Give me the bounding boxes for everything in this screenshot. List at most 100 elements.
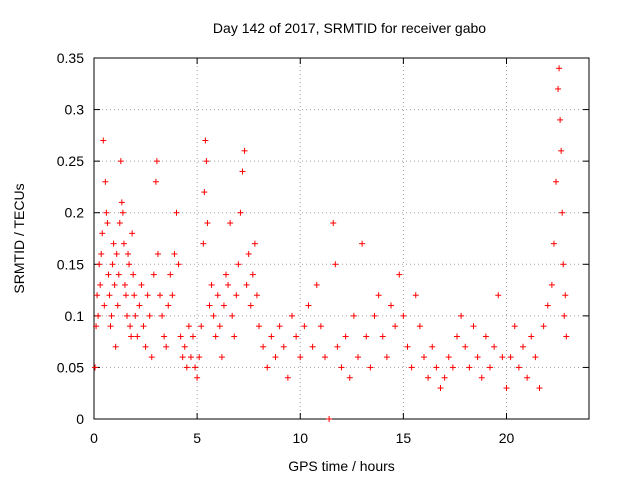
- x-tick-label: 0: [90, 430, 98, 446]
- y-axis-label: SRMTID / TECUs: [11, 183, 27, 293]
- data-point: [520, 343, 526, 350]
- data-point: [101, 302, 108, 309]
- data-point: [92, 364, 99, 371]
- data-point: [102, 178, 109, 185]
- data-point: [563, 333, 570, 340]
- data-point: [152, 178, 159, 185]
- y-tick-label: 0.25: [57, 153, 84, 169]
- data-point: [342, 333, 349, 340]
- data-point: [107, 323, 114, 330]
- data-point: [104, 220, 111, 227]
- data-point: [491, 343, 498, 350]
- data-point: [208, 281, 215, 288]
- data-point: [204, 220, 211, 227]
- data-point: [227, 220, 234, 227]
- data-point: [148, 354, 155, 361]
- data-point: [190, 333, 196, 340]
- data-point: [392, 323, 399, 330]
- data-point: [297, 354, 304, 361]
- data-point: [544, 302, 551, 309]
- x-tick-label: 15: [396, 430, 412, 446]
- data-point: [243, 281, 250, 288]
- data-point: [117, 158, 124, 165]
- data-point: [280, 343, 287, 350]
- data-point: [355, 354, 361, 361]
- data-point: [317, 323, 324, 330]
- data-point: [127, 323, 134, 330]
- y-tick-label: 0.05: [57, 359, 84, 375]
- data-point: [305, 302, 312, 309]
- data-point: [330, 220, 337, 227]
- data-point: [540, 323, 547, 330]
- chart-title: Day 142 of 2017, SRMTID for receiver gab…: [213, 20, 486, 36]
- data-point: [177, 333, 184, 340]
- data-point: [181, 343, 188, 350]
- data-point: [220, 302, 227, 309]
- data-point: [553, 178, 559, 185]
- data-point: [367, 364, 374, 371]
- data-point: [161, 333, 168, 340]
- data-point: [109, 261, 116, 268]
- data-point: [187, 354, 194, 361]
- data-point: [126, 261, 133, 268]
- data-point: [120, 240, 127, 247]
- x-tick-label: 10: [292, 430, 308, 446]
- data-point: [561, 312, 568, 319]
- data-point: [103, 209, 110, 216]
- data-point: [100, 137, 107, 144]
- data-point: [437, 385, 444, 392]
- data-point: [113, 250, 120, 257]
- x-tick-label: 20: [499, 430, 515, 446]
- data-point: [142, 343, 149, 350]
- data-point: [239, 168, 246, 175]
- data-point: [332, 261, 339, 268]
- data-point: [108, 312, 115, 319]
- data-point: [175, 261, 182, 268]
- data-point: [478, 374, 485, 381]
- data-point: [198, 323, 205, 330]
- data-point: [118, 199, 125, 206]
- data-point: [245, 250, 252, 257]
- y-tick-label: 0.1: [65, 308, 85, 324]
- data-point: [93, 323, 100, 330]
- data-point: [116, 220, 123, 227]
- data-point: [157, 292, 163, 299]
- data-points: [92, 65, 570, 422]
- data-point: [429, 343, 436, 350]
- data-point: [482, 333, 489, 340]
- data-point: [293, 333, 300, 340]
- data-point: [289, 312, 295, 319]
- data-point: [301, 323, 308, 330]
- data-point: [130, 271, 137, 278]
- data-point: [154, 250, 161, 257]
- data-point: [555, 85, 562, 92]
- data-point: [212, 333, 219, 340]
- data-point: [264, 364, 271, 371]
- data-point: [249, 271, 256, 278]
- data-point: [214, 292, 221, 299]
- data-point: [128, 333, 135, 340]
- data-point: [241, 147, 248, 154]
- data-point: [183, 364, 190, 371]
- grid-layer: [94, 58, 589, 419]
- data-point: [256, 323, 262, 330]
- data-point: [233, 292, 240, 299]
- data-point: [507, 354, 514, 361]
- data-point: [449, 364, 456, 371]
- data-point: [416, 323, 423, 330]
- data-point: [322, 354, 328, 361]
- data-point: [131, 292, 138, 299]
- data-point: [556, 65, 563, 72]
- y-tick-label: 0.15: [57, 256, 84, 272]
- data-point: [499, 354, 506, 361]
- data-point: [169, 292, 176, 299]
- y-tick-label: 0.2: [65, 205, 85, 221]
- data-point: [136, 302, 143, 309]
- data-point: [106, 292, 113, 299]
- data-point: [201, 189, 208, 196]
- data-point: [363, 333, 370, 340]
- data-point: [237, 209, 244, 216]
- data-point: [284, 374, 291, 381]
- data-point: [404, 343, 411, 350]
- data-point: [548, 281, 555, 288]
